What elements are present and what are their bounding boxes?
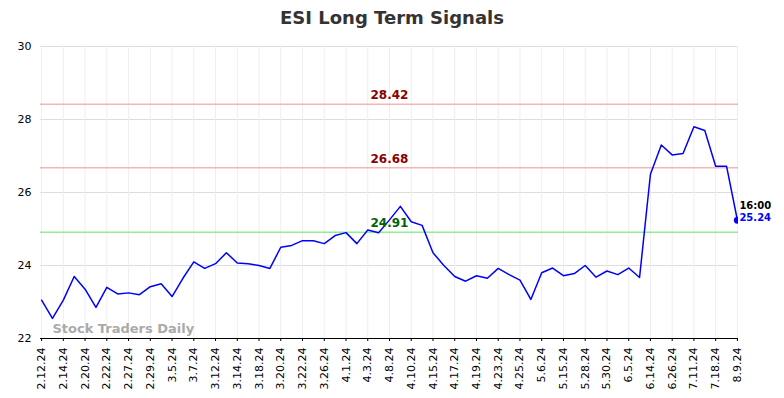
svg-text:25.24: 25.24 <box>739 212 771 223</box>
svg-text:2.27.24: 2.27.24 <box>122 348 135 390</box>
svg-text:4.23.24: 4.23.24 <box>492 348 505 390</box>
svg-text:8.9.24: 8.9.24 <box>731 348 744 383</box>
svg-text:2.22.24: 2.22.24 <box>100 348 113 390</box>
svg-text:4.25.24: 4.25.24 <box>513 348 526 390</box>
svg-text:4.19.24: 4.19.24 <box>470 348 483 390</box>
svg-text:3.12.24: 3.12.24 <box>209 348 222 390</box>
svg-text:5.15.24: 5.15.24 <box>557 348 570 390</box>
svg-text:28: 28 <box>18 113 32 126</box>
svg-text:2.14.24: 2.14.24 <box>57 348 70 390</box>
svg-text:2.12.24: 2.12.24 <box>35 348 48 390</box>
svg-text:22: 22 <box>18 332 32 345</box>
svg-text:4.17.24: 4.17.24 <box>448 348 461 390</box>
svg-text:7.11.24: 7.11.24 <box>687 348 700 390</box>
svg-text:3.5.24: 3.5.24 <box>166 348 179 383</box>
svg-text:4.15.24: 4.15.24 <box>427 348 440 390</box>
svg-text:3.14.24: 3.14.24 <box>231 348 244 390</box>
svg-text:4.1.24: 4.1.24 <box>340 348 353 383</box>
svg-text:5.28.24: 5.28.24 <box>579 348 592 390</box>
svg-text:3.26.24: 3.26.24 <box>318 348 331 390</box>
svg-text:6.26.24: 6.26.24 <box>666 348 679 390</box>
svg-text:5.6.24: 5.6.24 <box>535 348 548 383</box>
svg-text:4.3.24: 4.3.24 <box>361 348 374 383</box>
svg-text:Stock Traders Daily: Stock Traders Daily <box>52 321 194 336</box>
html-text:ESI Long Term Signals: ESI Long Term Signals <box>280 7 504 28</box>
svg-text:26.68: 26.68 <box>371 152 409 166</box>
svg-text:7.18.24: 7.18.24 <box>709 348 722 390</box>
svg-text:6.14.24: 6.14.24 <box>644 348 657 390</box>
svg-text:28.42: 28.42 <box>371 88 409 102</box>
svg-text:6.5.24: 6.5.24 <box>622 348 635 383</box>
svg-text:30: 30 <box>18 40 32 53</box>
svg-text:2.29.24: 2.29.24 <box>144 348 157 390</box>
svg-text:26: 26 <box>18 186 32 199</box>
svg-text:24.91: 24.91 <box>371 216 409 230</box>
svg-text:16:00: 16:00 <box>739 200 771 211</box>
svg-text:4.10.24: 4.10.24 <box>405 348 418 390</box>
svg-text:3.18.24: 3.18.24 <box>253 348 266 390</box>
svg-text:5.30.24: 5.30.24 <box>600 348 613 390</box>
svg-text:3.22.24: 3.22.24 <box>296 348 309 390</box>
svg-text:2.20.24: 2.20.24 <box>79 348 92 390</box>
svg-text:24: 24 <box>18 259 32 272</box>
svg-text:4.8.24: 4.8.24 <box>383 348 396 383</box>
svg-text:3.7.24: 3.7.24 <box>187 348 200 383</box>
svg-text:3.20.24: 3.20.24 <box>274 348 287 390</box>
